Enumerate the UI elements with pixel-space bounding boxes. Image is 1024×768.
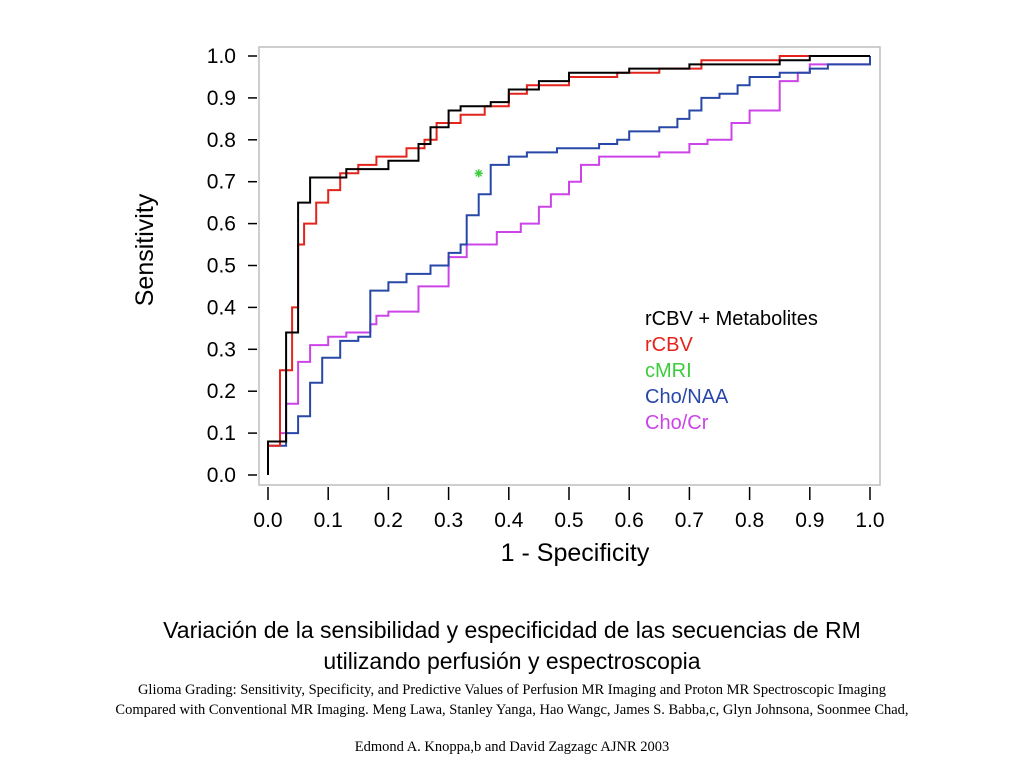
x-tick-label: 0.9: [795, 509, 824, 532]
series-point-cmri: [474, 169, 483, 178]
roc-chart: 0.0 0.1 0.2 0.3 0.4 0.5 0.6 0.7 0.8 0.9 1.0 0.0 0.1…: [131, 45, 885, 567]
caption-reference-line-2: Compared with Conventional MR Imaging. M…: [115, 702, 909, 718]
legend-entry: cMRI: [645, 360, 692, 382]
y-tick-label: 0.2: [207, 380, 236, 403]
legend-entry: rCBV: [645, 334, 693, 356]
plot-frame: [258, 46, 881, 486]
x-axis-ticks: 0.0 0.1 0.2 0.3 0.4 0.5 0.6 0.7 0.8 0.9 1.0: [253, 487, 885, 532]
x-tick-label: 0.1: [314, 509, 343, 532]
caption-reference: Glioma Grading: Sensitivity, Specificity…: [0, 680, 1024, 720]
x-tick-label: 0.4: [494, 509, 524, 532]
x-tick-label: 0.0: [253, 509, 282, 532]
caption-reference-line-1: Glioma Grading: Sensitivity, Specificity…: [137, 682, 887, 698]
x-axis-label: 1 - Specificity: [501, 539, 650, 567]
y-axis-label: Sensitivity: [131, 193, 159, 306]
caption-reference-tail: Edmond A. Knoppa,b and David Zagzagc AJN…: [0, 737, 1024, 757]
y-tick-label: 0.1: [207, 422, 236, 445]
y-axis-ticks: 0.0 0.1 0.2 0.3 0.4 0.5 0.6 0.7 0.8 0.9 1.0: [207, 45, 257, 487]
caption-reference-line-3: Edmond A. Knoppa,b and David Zagzagc AJN…: [354, 739, 670, 755]
y-tick-label: 0.6: [207, 213, 236, 236]
y-tick-label: 0.3: [207, 338, 236, 361]
legend: rCBV + Metabolites rCBV cMRI Cho/NAA Cho/Cr: [645, 308, 818, 434]
y-tick-label: 0.4: [207, 296, 237, 319]
x-tick-label: 1.0: [855, 509, 884, 532]
series-line-cho-naa: [267, 56, 871, 475]
series-line-rcbv: [267, 55, 870, 475]
caption-title-line-1: Variación de la sensibilidad y especific…: [163, 617, 861, 643]
series-layer: [267, 55, 871, 475]
x-tick-label: 0.2: [374, 509, 403, 532]
x-tick-label: 0.7: [675, 509, 704, 532]
legend-entry: rCBV + Metabolites: [645, 308, 818, 330]
x-tick-label: 0.3: [434, 509, 463, 532]
x-tick-label: 0.6: [615, 509, 644, 532]
y-tick-label: 0.7: [207, 171, 236, 194]
x-tick-label: 0.5: [554, 509, 583, 532]
y-tick-label: 0.5: [207, 255, 236, 278]
series-line-rcbv-metabolites: [267, 55, 870, 475]
caption-title-line-2: utilizando perfusión y espectroscopia: [323, 648, 701, 674]
y-tick-label: 0.0: [207, 464, 236, 487]
y-tick-label: 0.8: [207, 129, 236, 152]
legend-entry: Cho/NAA: [645, 386, 729, 408]
series-line-cho-cr: [267, 56, 871, 475]
y-tick-label: 1.0: [207, 45, 236, 68]
caption-title: Variación de la sensibilidad y especific…: [0, 615, 1024, 677]
x-tick-label: 0.8: [735, 509, 764, 532]
legend-entry: Cho/Cr: [645, 412, 709, 434]
y-tick-label: 0.9: [207, 87, 236, 110]
